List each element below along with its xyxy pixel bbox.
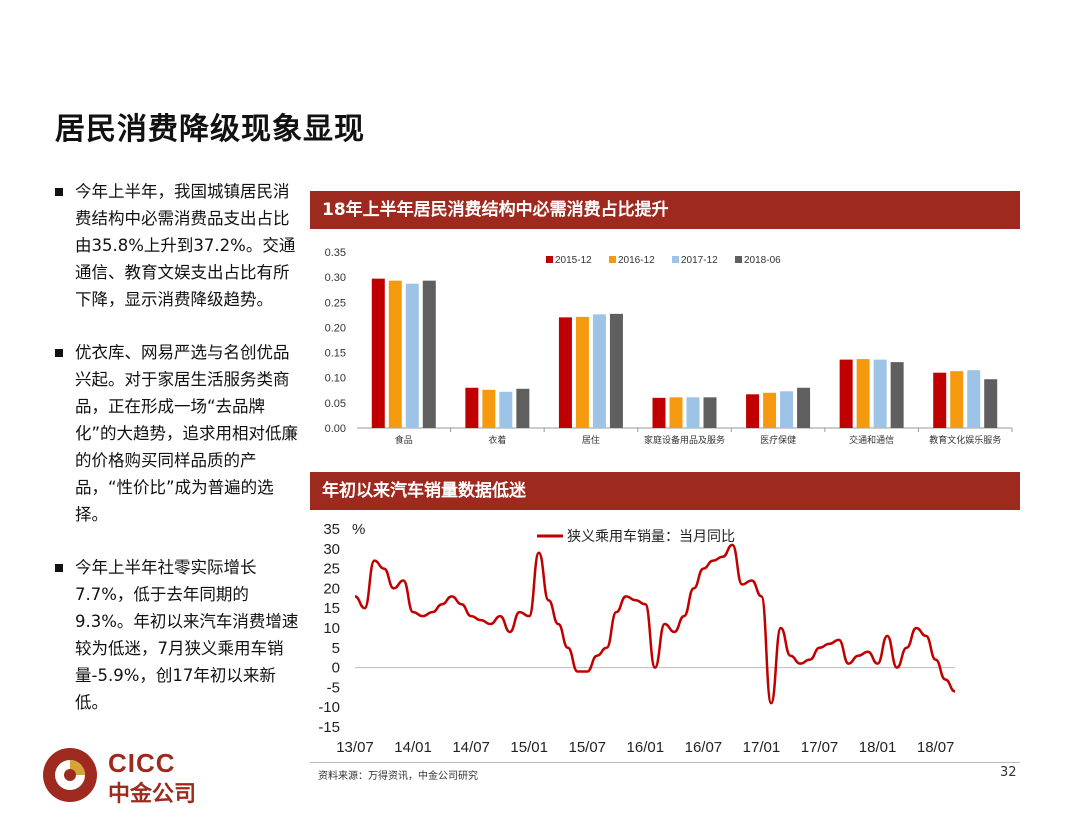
page-number: 32	[1000, 765, 1017, 780]
line-y-tick-label: 20	[323, 580, 340, 597]
line-x-tick-label: 16/01	[627, 739, 665, 756]
footer-divider	[310, 762, 1020, 763]
bar-2017-12	[405, 283, 419, 428]
bar-2018-06	[516, 388, 530, 428]
bullet-square-icon	[55, 349, 63, 357]
bar-2018-06	[984, 379, 998, 428]
bar-2015-12	[652, 397, 666, 428]
bar-y-tick-label: 0.10	[325, 373, 346, 385]
bar-2015-12	[933, 372, 947, 428]
line-x-tick-label: 16/07	[685, 739, 723, 756]
bullet-list: 今年上半年，我国城镇居民消费结构中必需消费品支出占比由35.8%上升到37.2%…	[55, 178, 300, 742]
bar-2018-06	[797, 387, 811, 428]
bar-2015-12	[465, 387, 479, 428]
legend-swatch-2015-12	[546, 256, 553, 263]
bar-chart: 0.00 0.05 0.10 0.15 0.20 0.25 0.30 0.35 食品 衣着 居住 家庭…	[325, 247, 1013, 445]
legend-label-2017-12: 2017-12	[681, 255, 718, 266]
logo-text-cn: 中金公司	[108, 782, 197, 807]
line-x-tick-label: 17/07	[801, 739, 839, 756]
bar-category-label: 居住	[582, 434, 600, 445]
line-x-tick-label: 14/07	[452, 739, 490, 756]
page-title: 居民消费降级现象显现	[55, 112, 365, 147]
bar-category-label: 家庭设备用品及服务	[644, 434, 725, 445]
bar-2018-06	[703, 397, 717, 428]
bar-2016-12	[575, 316, 589, 428]
bar-2016-12	[388, 280, 402, 428]
line-series-car-sales	[354, 543, 956, 705]
legend-swatch-2016-12	[609, 256, 616, 263]
line-legend-label: 狭义乘用车销量：当月同比	[567, 528, 735, 544]
bar-category-label: 教育文化娱乐服务	[929, 434, 1001, 445]
legend-swatch-2018-06	[735, 256, 742, 263]
line-y-unit-label: %	[352, 521, 365, 538]
bar-2016-12	[856, 359, 870, 428]
line-y-tick-label: -5	[327, 679, 340, 696]
bar-category-label: 食品	[395, 434, 413, 445]
bullet-item: 今年上半年社零实际增长7.7%，低于去年同期的9.3%。年初以来汽车消费增速较为…	[55, 554, 300, 716]
bar-y-tick-label: 0.30	[325, 272, 346, 284]
source-note: 资料来源：万得资讯，中金公司研究	[318, 771, 478, 782]
line-y-tick-label: -10	[318, 699, 340, 716]
line-y-tick-label: -15	[318, 719, 340, 736]
legend-label-2016-12: 2016-12	[618, 255, 655, 266]
bullet-item: 今年上半年，我国城镇居民消费结构中必需消费品支出占比由35.8%上升到37.2%…	[55, 178, 300, 313]
bar-category-label: 衣着	[488, 434, 506, 445]
bullet-text: 优衣库、网易严选与名创优品兴起。对于家居生活服务类商品，正在形成一场“去品牌化”…	[75, 343, 299, 524]
line-y-tick-label: 15	[323, 600, 340, 617]
bar-2017-12	[592, 314, 606, 428]
chart2-banner: 年初以来汽车销量数据低迷	[310, 472, 1020, 510]
line-y-tick-label: 30	[323, 541, 340, 558]
legend-label-2018-06: 2018-06	[744, 255, 781, 266]
bar-y-tick-label: 0.05	[325, 398, 346, 410]
bar-2016-12	[482, 389, 496, 428]
line-y-tick-label: 25	[323, 561, 340, 578]
chart1-banner: 18年上半年居民消费结构中必需消费占比提升	[310, 191, 1020, 229]
bullet-square-icon	[55, 564, 63, 572]
bar-category-label: 交通和通信	[849, 434, 894, 445]
bar-category-label: 医疗保健	[760, 434, 796, 445]
bar-2015-12	[746, 394, 760, 428]
bar-2018-06	[609, 313, 623, 428]
bar-y-tick-label: 0.35	[325, 247, 346, 259]
bar-2015-12	[558, 317, 572, 428]
line-x-tick-label: 15/07	[568, 739, 606, 756]
bar-2016-12	[950, 371, 964, 428]
line-x-tick-label: 18/01	[859, 739, 897, 756]
bar-2015-12	[371, 278, 385, 428]
bar-2017-12	[780, 391, 794, 428]
bar-2015-12	[839, 359, 853, 428]
bullet-text: 今年上半年，我国城镇居民消费结构中必需消费品支出占比由35.8%上升到37.2%…	[75, 182, 296, 309]
bullet-text: 今年上半年社零实际增长7.7%，低于去年同期的9.3%。年初以来汽车消费增速较为…	[75, 558, 299, 712]
bar-y-tick-label: 0.00	[325, 423, 346, 435]
bar-y-tick-label: 0.20	[325, 322, 346, 334]
line-x-tick-label: 14/01	[394, 739, 432, 756]
bullet-item: 优衣库、网易严选与名创优品兴起。对于家居生活服务类商品，正在形成一场“去品牌化”…	[55, 339, 300, 528]
bar-2018-06	[422, 280, 436, 428]
line-chart: 35 30 25 20 15 10 5 0 -5 -10 -15% 13/07 14/01 14/07 15…	[318, 521, 956, 756]
line-x-tick-label: 18/07	[917, 739, 955, 756]
line-y-tick-label: 35	[323, 521, 340, 538]
cicc-logo-icon	[43, 748, 97, 802]
bar-2017-12	[873, 359, 887, 428]
bar-2017-12	[967, 370, 981, 428]
bar-2018-06	[890, 362, 904, 428]
line-x-tick-label: 17/01	[743, 739, 781, 756]
bar-2017-12	[686, 397, 700, 428]
bar-2016-12	[669, 397, 683, 428]
line-y-tick-label: 5	[332, 640, 340, 657]
bullet-square-icon	[55, 188, 63, 196]
legend-label-2015-12: 2015-12	[555, 255, 592, 266]
line-x-tick-label: 13/07	[336, 739, 374, 756]
logo-text-en: CICC	[108, 748, 176, 778]
legend-swatch-2017-12	[672, 256, 679, 263]
bar-y-tick-label: 0.15	[325, 348, 346, 360]
line-y-tick-label: 10	[323, 620, 340, 637]
line-y-tick-label: 0	[332, 660, 340, 677]
bar-2017-12	[499, 391, 513, 428]
line-x-tick-label: 15/01	[510, 739, 548, 756]
bar-2016-12	[763, 392, 777, 428]
bar-y-tick-label: 0.25	[325, 297, 346, 309]
